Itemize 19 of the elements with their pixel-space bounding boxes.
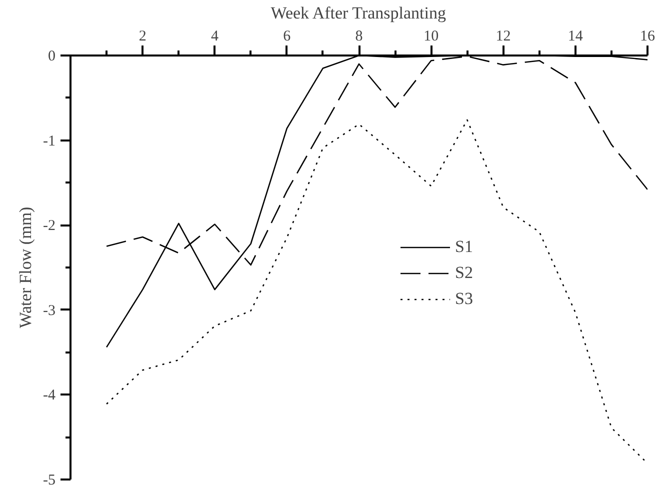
x-tick-label: 6 bbox=[283, 28, 292, 44]
y-tick-label: -5 bbox=[43, 472, 56, 488]
y-tick-label: -2 bbox=[43, 218, 56, 234]
y-tick-label: -4 bbox=[43, 388, 56, 404]
x-axis-title: Week After Transplanting bbox=[270, 4, 446, 22]
legend-label: S2 bbox=[455, 263, 474, 283]
y-tick-label: -1 bbox=[43, 133, 56, 150]
y-tick-label: -3 bbox=[43, 302, 56, 319]
y-axis-title: Water Flow (mm) bbox=[16, 206, 36, 328]
y-tick-label: 0 bbox=[48, 48, 56, 64]
x-tick-label: 10 bbox=[424, 28, 439, 44]
x-tick-label: 14 bbox=[568, 28, 584, 44]
x-tick-label: 2 bbox=[138, 28, 146, 44]
x-tick-label: 12 bbox=[496, 28, 511, 44]
legend-label: S3 bbox=[455, 289, 474, 309]
x-tick-label: 4 bbox=[211, 28, 219, 44]
legend-label: S1 bbox=[455, 237, 474, 257]
x-tick-label: 8 bbox=[355, 28, 363, 44]
x-tick-label: 16 bbox=[640, 28, 656, 44]
